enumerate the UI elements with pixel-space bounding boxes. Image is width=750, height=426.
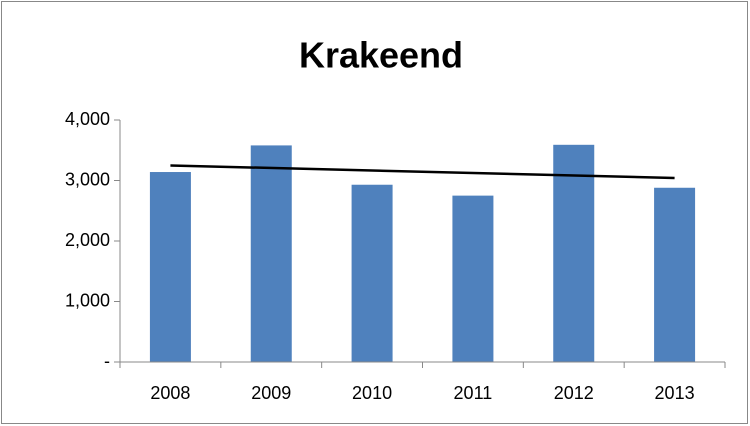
bar	[351, 184, 393, 362]
y-tick-label: 2,000	[65, 230, 110, 250]
x-tick-label: 2010	[352, 383, 392, 403]
y-tick-label: 4,000	[65, 109, 110, 129]
trendline	[170, 164, 675, 180]
bar	[250, 145, 292, 362]
bar	[452, 195, 494, 362]
x-tick-label: 2008	[150, 383, 190, 403]
x-tick-label: 2011	[454, 383, 493, 403]
y-tick-label: -	[104, 351, 110, 371]
chart-title: Krakeend	[299, 35, 463, 76]
y-tick-label: 3,000	[65, 169, 110, 189]
x-tick-label: 2013	[655, 383, 695, 403]
x-tick-label: 2012	[554, 383, 594, 403]
x-tick-label: 2009	[251, 383, 291, 403]
bar	[149, 172, 191, 362]
bar	[654, 187, 696, 362]
bar	[553, 144, 595, 362]
y-tick-label: 1,000	[65, 290, 110, 310]
